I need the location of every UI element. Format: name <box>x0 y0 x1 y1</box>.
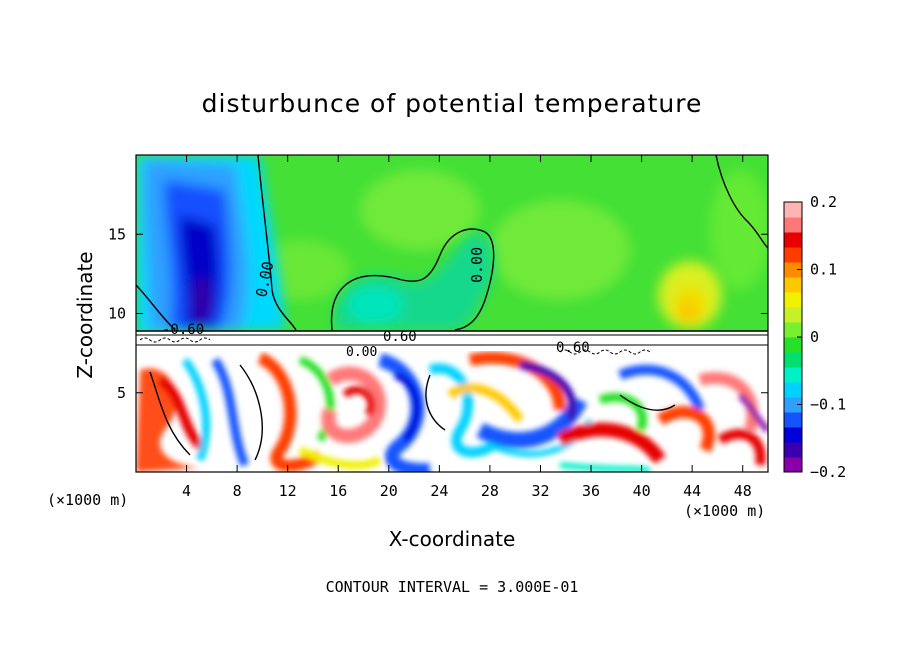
contour-label: 0.60 <box>383 329 417 345</box>
upper-layer-variations <box>250 170 768 300</box>
cold-column <box>136 155 285 335</box>
y-tick-label: 15 <box>108 225 126 243</box>
x-tick-label: 28 <box>481 482 499 500</box>
colorbar-swatch <box>784 202 802 218</box>
colorbar-swatch <box>784 277 802 293</box>
x-unit-label-left: (×1000 m) <box>47 491 128 509</box>
colorbar-swatch <box>784 337 802 353</box>
colorbar-swatch <box>784 217 802 233</box>
y-tick-label: 10 <box>108 305 126 323</box>
contour-lines <box>136 155 768 461</box>
colorbar-tick-label: 0 <box>810 328 819 346</box>
colorbar-tick-label: 0.1 <box>810 261 837 279</box>
colorbar-tick-label: −0.2 <box>810 463 846 481</box>
x-tick-label: 12 <box>279 482 297 500</box>
colorbar-swatch <box>784 397 802 413</box>
x-axis: 4 8 12 16 20 24 28 32 36 40 44 48 <box>182 155 752 500</box>
colorbar-swatch <box>784 382 802 398</box>
x-tick-label: 16 <box>329 482 347 500</box>
contour-label: -0.60 <box>162 322 204 338</box>
colorbar-swatch <box>784 247 802 263</box>
x-tick-label: 24 <box>430 482 448 500</box>
plot-area: 0.00 0.00 -0.60 0.60 0.60 0.00 <box>136 155 768 472</box>
lower-layer-eddies <box>136 351 768 472</box>
y-axis: 5 10 15 <box>108 225 768 402</box>
chart-title: disturbunce of potential temperature <box>202 89 703 118</box>
interface-layer <box>136 330 768 355</box>
colorbar-swatch <box>784 412 802 428</box>
contour-interval-note: CONTOUR INTERVAL = 3.000E-01 <box>326 578 579 596</box>
colorbar-swatch <box>784 367 802 383</box>
colorbar-tick-label: −0.1 <box>810 396 846 414</box>
x-tick-label: 36 <box>582 482 600 500</box>
y-tick-label: 5 <box>117 384 126 402</box>
colorbar-swatch <box>784 427 802 443</box>
x-axis-label: X-coordinate <box>389 527 516 551</box>
x-tick-label: 48 <box>734 482 752 500</box>
x-tick-label: 44 <box>683 482 701 500</box>
x-tick-label: 32 <box>531 482 549 500</box>
colorbar-swatch <box>784 442 802 458</box>
x-tick-label: 8 <box>233 482 242 500</box>
colorbar <box>783 201 803 473</box>
colorbar-axis: 0.2 0.1 0 −0.1 −0.2 <box>797 193 846 481</box>
warm-region <box>658 261 722 329</box>
contour-label-group: 0.00 0.00 -0.60 0.60 0.60 0.00 <box>162 247 590 360</box>
colorbar-tick-label: 0.2 <box>810 193 837 211</box>
x-unit-label-right: (×1000 m) <box>684 502 765 520</box>
colorbar-swatch <box>784 232 802 248</box>
x-tick-label: 40 <box>633 482 651 500</box>
colorbar-swatch <box>784 292 802 308</box>
contour-label: 0.60 <box>556 340 590 356</box>
colorbar-swatch <box>784 322 802 338</box>
y-axis-label: Z-coordinate <box>73 251 97 378</box>
colorbar-swatch <box>784 352 802 368</box>
x-tick-label: 20 <box>380 482 398 500</box>
colorbar-swatch <box>784 307 802 323</box>
cool-region <box>334 233 494 330</box>
colorbar-swatch <box>784 457 802 473</box>
contour-label: 0.00 <box>468 247 486 283</box>
colorbar-swatch <box>784 262 802 278</box>
contour-label: 0.00 <box>346 345 377 360</box>
x-tick-label: 4 <box>182 482 191 500</box>
